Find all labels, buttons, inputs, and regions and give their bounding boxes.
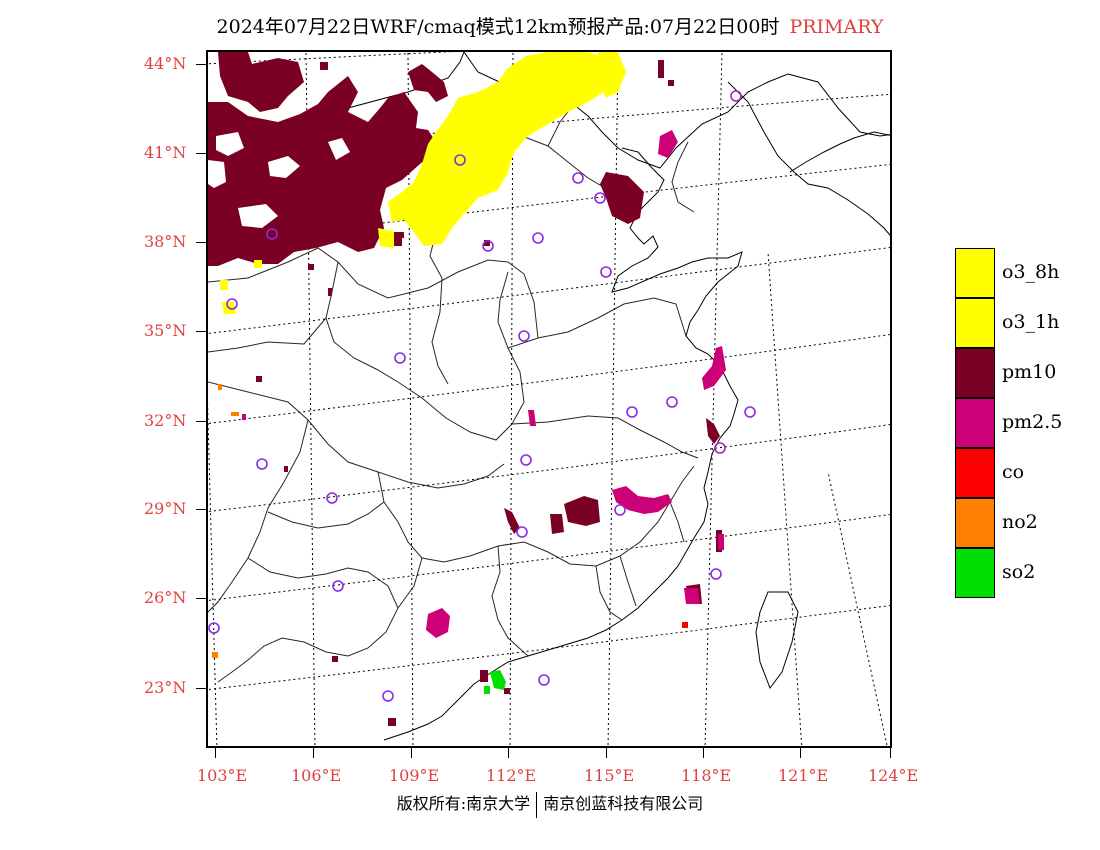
lat-tick xyxy=(196,64,206,65)
no2-patch-2 xyxy=(212,652,218,658)
legend-label: so2 xyxy=(1002,561,1036,583)
footer-company: 南京创蓝科技有限公司 xyxy=(543,794,704,813)
lon-tick xyxy=(508,748,509,758)
lon-label-124: 124°E xyxy=(868,766,919,785)
pm25-patches xyxy=(242,130,726,638)
co-patch xyxy=(682,622,688,628)
lat-tick xyxy=(196,242,206,243)
legend-swatch xyxy=(955,298,995,348)
lat-label-35: 35°N xyxy=(144,321,187,340)
lon-label-121: 121°E xyxy=(778,766,829,785)
so2-patch xyxy=(490,670,506,690)
lat-label-26: 26°N xyxy=(144,588,187,607)
legend-label: pm10 xyxy=(1002,361,1057,383)
lon-tick xyxy=(800,748,801,758)
lon-label-115: 115°E xyxy=(584,766,635,785)
legend-swatch xyxy=(955,548,995,598)
o3-region xyxy=(220,52,626,314)
legend-swatch xyxy=(955,348,995,398)
lon-label-109: 109°E xyxy=(389,766,440,785)
minor-pollutant-patches xyxy=(212,384,688,694)
lat-tick xyxy=(196,688,206,689)
legend-label: co xyxy=(1002,461,1025,483)
legend-label: no2 xyxy=(1002,511,1038,533)
lat-tick xyxy=(196,598,206,599)
lat-tick xyxy=(196,509,206,510)
lon-tick xyxy=(411,748,412,758)
lon-label-106: 106°E xyxy=(291,766,342,785)
pollution-map xyxy=(208,52,890,746)
legend-swatch xyxy=(955,448,995,498)
pm10-patches xyxy=(256,60,722,726)
lat-tick xyxy=(196,153,206,154)
lon-label-103: 103°E xyxy=(197,766,248,785)
lat-tick xyxy=(196,331,206,332)
no2-patch-3 xyxy=(218,384,222,390)
title-tag: PRIMARY xyxy=(789,16,884,38)
legend-swatch xyxy=(955,248,995,298)
pm10-region-holes xyxy=(208,132,350,228)
title-text: 2024年07月22日WRF/cmaq模式12km预报产品:07月22日00时 xyxy=(216,16,780,38)
lat-label-23: 23°N xyxy=(144,678,187,697)
legend-label: pm2.5 xyxy=(1002,411,1063,433)
so2-patch-2 xyxy=(484,686,490,694)
no2-patch xyxy=(231,412,239,416)
lat-label-44: 44°N xyxy=(144,54,187,73)
footer-copyright: 版权所有:南京大学 xyxy=(396,794,531,813)
legend-label: o3_1h xyxy=(1002,311,1060,333)
legend-label: o3_8h xyxy=(1002,261,1060,283)
footer-divider xyxy=(536,791,538,818)
lon-label-118: 118°E xyxy=(681,766,732,785)
lat-tick xyxy=(196,421,206,422)
legend-swatch xyxy=(955,398,995,448)
lat-label-29: 29°N xyxy=(144,499,187,518)
province-boundaries xyxy=(208,95,699,683)
lat-label-32: 32°N xyxy=(144,411,187,430)
lon-tick xyxy=(215,748,216,758)
lon-tick xyxy=(890,748,891,758)
lon-tick xyxy=(703,748,704,758)
lon-label-112: 112°E xyxy=(486,766,537,785)
map-title: 2024年07月22日WRF/cmaq模式12km预报产品:07月22日00时 P… xyxy=(0,12,1100,39)
legend-swatch xyxy=(955,498,995,548)
lon-tick xyxy=(313,748,314,758)
station-markers xyxy=(208,90,756,702)
copyright-footer: 版权所有:南京大学 南京创蓝科技有限公司 xyxy=(0,790,1100,818)
lat-label-38: 38°N xyxy=(144,232,187,251)
lat-label-41: 41°N xyxy=(144,143,187,162)
map-frame xyxy=(206,50,892,748)
lon-tick xyxy=(606,748,607,758)
